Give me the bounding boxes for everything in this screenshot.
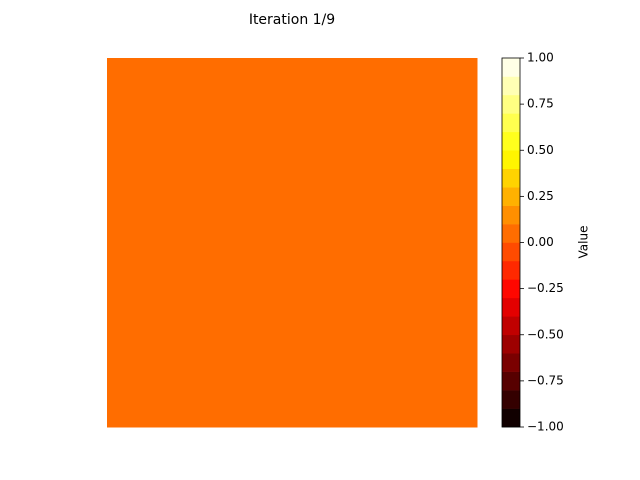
colorbar-band xyxy=(502,334,520,354)
colorbar-tick-label: −1.00 xyxy=(527,420,564,434)
colorbar-band xyxy=(502,316,520,336)
colorbar-band xyxy=(502,131,520,151)
colorbar-band xyxy=(502,94,520,114)
colorbar-band xyxy=(502,279,520,299)
colorbar-band xyxy=(502,224,520,243)
colorbar-band xyxy=(502,260,520,280)
colorbar-band xyxy=(502,76,520,96)
colorbar-band xyxy=(502,390,520,409)
heatmap-cell xyxy=(107,58,478,428)
colorbar-band xyxy=(502,150,520,169)
colorbar-band xyxy=(502,371,520,391)
colorbar-tick-label: 0.00 xyxy=(527,235,554,249)
colorbar-band xyxy=(502,297,520,317)
chart-title: Iteration 1/9 xyxy=(249,12,335,28)
colorbar-band xyxy=(502,408,520,428)
colorbar-band xyxy=(502,168,520,188)
colorbar-band xyxy=(502,353,520,372)
colorbar-tick-label: 0.75 xyxy=(527,97,554,111)
colorbar-band xyxy=(502,205,520,225)
colorbar-label: Value xyxy=(577,226,591,259)
colorbar-tick-label: −0.50 xyxy=(527,327,564,341)
colorbar-band xyxy=(502,58,520,77)
colorbar-band xyxy=(502,187,520,206)
colorbar-band xyxy=(502,242,520,262)
colorbar-tick-label: −0.25 xyxy=(527,281,564,295)
colorbar-tick-label: −0.75 xyxy=(527,373,564,387)
colorbar-tick-label: 0.50 xyxy=(527,143,554,157)
colorbar-tick-label: 0.25 xyxy=(527,189,554,203)
colorbar-tick-label: 1.00 xyxy=(527,51,554,65)
colorbar-band xyxy=(502,113,520,133)
